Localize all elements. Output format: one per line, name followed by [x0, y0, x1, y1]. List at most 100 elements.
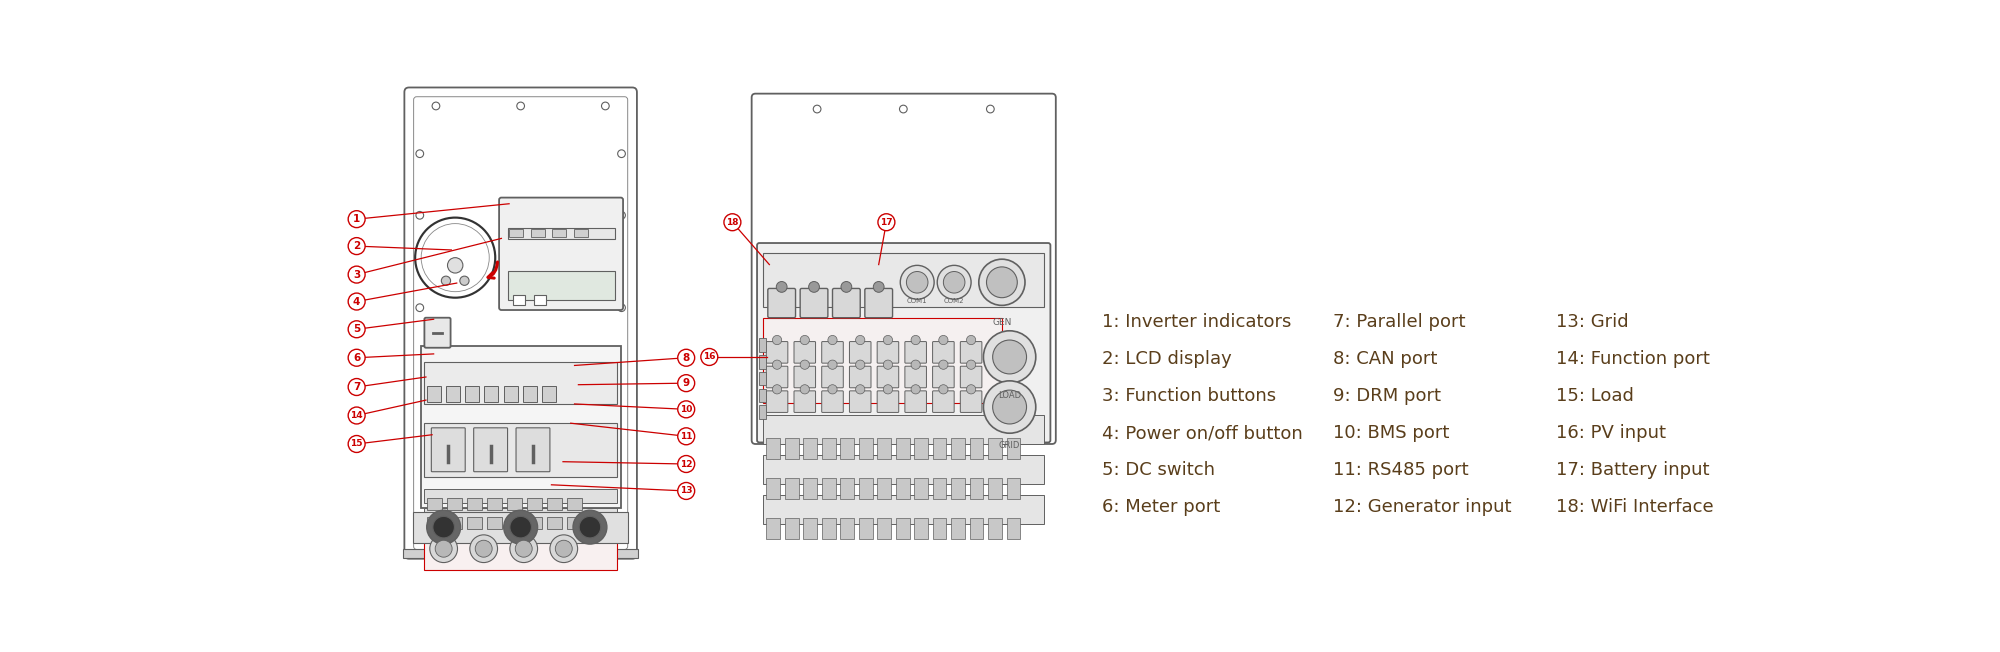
Bar: [508, 228, 614, 239]
Circle shape: [944, 271, 964, 293]
FancyBboxPatch shape: [878, 366, 898, 388]
Circle shape: [348, 349, 366, 366]
FancyBboxPatch shape: [822, 391, 844, 413]
Circle shape: [984, 331, 1036, 383]
FancyBboxPatch shape: [960, 342, 982, 363]
Text: 17: 17: [880, 218, 892, 227]
Circle shape: [678, 482, 694, 499]
Circle shape: [460, 276, 470, 286]
Bar: [764, 253, 1044, 307]
Circle shape: [884, 335, 892, 345]
Circle shape: [966, 335, 976, 345]
Circle shape: [416, 211, 424, 219]
Text: 3: Function buttons: 3: Function buttons: [1102, 387, 1276, 406]
Bar: [952, 438, 964, 460]
Bar: [424, 423, 616, 477]
Text: 6: Meter port: 6: Meter port: [1102, 498, 1220, 516]
Bar: [988, 478, 1002, 499]
Bar: [424, 527, 616, 569]
Circle shape: [986, 105, 994, 113]
Bar: [512, 295, 526, 305]
Bar: [784, 438, 798, 460]
Bar: [914, 518, 928, 539]
FancyBboxPatch shape: [864, 288, 892, 318]
Circle shape: [800, 335, 810, 345]
Bar: [804, 438, 818, 460]
FancyBboxPatch shape: [500, 198, 624, 310]
FancyBboxPatch shape: [800, 288, 828, 318]
Text: LOAD: LOAD: [998, 391, 1022, 400]
Text: 18: 18: [726, 218, 738, 227]
Circle shape: [496, 581, 514, 600]
Bar: [504, 386, 518, 402]
Text: 2: 2: [354, 241, 360, 251]
Circle shape: [434, 585, 446, 596]
Bar: [526, 498, 542, 511]
Bar: [424, 508, 616, 522]
Circle shape: [772, 385, 782, 394]
Circle shape: [856, 360, 864, 369]
Circle shape: [814, 105, 820, 113]
Circle shape: [992, 340, 1026, 374]
Circle shape: [618, 304, 626, 312]
Circle shape: [678, 401, 694, 418]
Text: 1: Inverter indicators: 1: Inverter indicators: [1102, 314, 1292, 331]
Circle shape: [574, 511, 606, 544]
Bar: [466, 498, 482, 511]
Bar: [420, 346, 620, 508]
Circle shape: [828, 335, 838, 345]
Circle shape: [348, 211, 366, 228]
Circle shape: [966, 360, 976, 369]
Bar: [760, 355, 766, 368]
Bar: [952, 518, 964, 539]
Circle shape: [476, 541, 492, 557]
Text: 18: WiFi Interface: 18: WiFi Interface: [1556, 498, 1714, 516]
FancyBboxPatch shape: [768, 288, 796, 318]
Circle shape: [416, 218, 496, 298]
Circle shape: [550, 535, 578, 563]
FancyBboxPatch shape: [766, 366, 788, 388]
Circle shape: [912, 335, 920, 345]
Circle shape: [422, 224, 490, 291]
Circle shape: [348, 407, 366, 424]
FancyBboxPatch shape: [404, 87, 636, 559]
Bar: [766, 478, 780, 499]
FancyBboxPatch shape: [474, 428, 508, 471]
Circle shape: [938, 265, 972, 299]
FancyBboxPatch shape: [822, 366, 844, 388]
Circle shape: [878, 214, 894, 231]
Circle shape: [884, 360, 892, 369]
Bar: [426, 498, 442, 511]
Circle shape: [900, 105, 908, 113]
Text: 12: 12: [680, 460, 692, 469]
Bar: [840, 438, 854, 460]
Circle shape: [348, 321, 366, 338]
FancyBboxPatch shape: [850, 366, 872, 388]
Bar: [424, 362, 616, 404]
Circle shape: [992, 390, 1026, 424]
Circle shape: [906, 271, 928, 293]
Bar: [970, 438, 984, 460]
Circle shape: [560, 581, 578, 600]
Circle shape: [348, 293, 366, 310]
Circle shape: [856, 385, 864, 394]
Bar: [952, 478, 964, 499]
Bar: [508, 271, 614, 300]
FancyBboxPatch shape: [904, 366, 926, 388]
Circle shape: [580, 516, 600, 538]
Circle shape: [436, 541, 452, 557]
Bar: [858, 478, 872, 499]
FancyBboxPatch shape: [904, 391, 926, 413]
Circle shape: [828, 360, 838, 369]
Bar: [1006, 478, 1020, 499]
FancyBboxPatch shape: [766, 342, 788, 363]
Bar: [784, 518, 798, 539]
Text: 8: CAN port: 8: CAN port: [1332, 350, 1438, 368]
Circle shape: [504, 511, 538, 544]
Circle shape: [430, 535, 458, 563]
Text: 15: 15: [350, 439, 362, 449]
FancyBboxPatch shape: [850, 342, 872, 363]
Bar: [446, 498, 462, 511]
Circle shape: [564, 585, 574, 596]
Bar: [878, 438, 892, 460]
